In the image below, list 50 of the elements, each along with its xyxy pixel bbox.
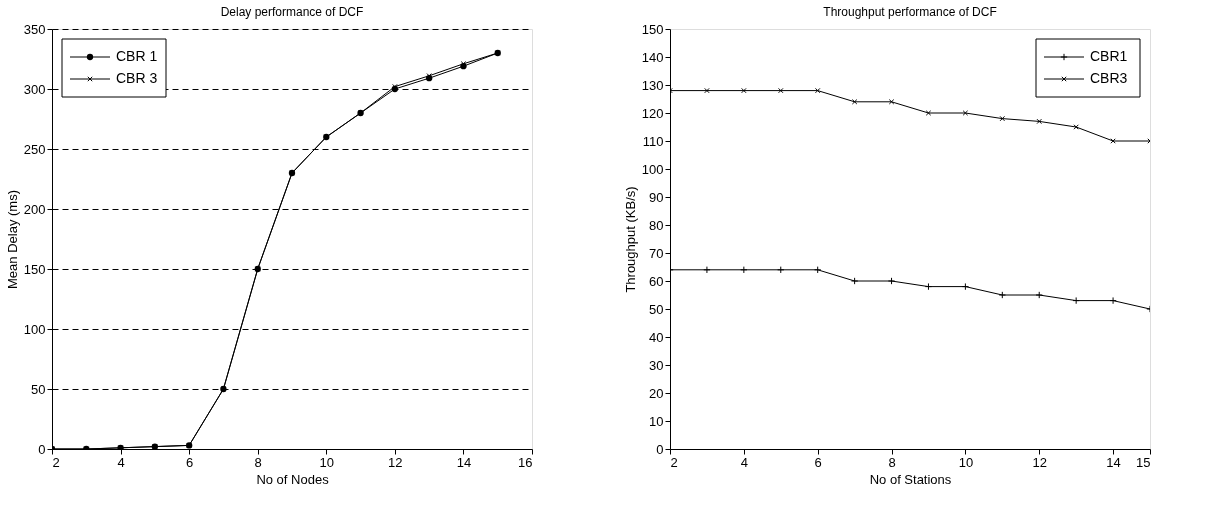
- x-tick-label: 4: [740, 454, 748, 470]
- x-tick-label: 14: [1106, 454, 1121, 470]
- y-axis-title: Mean Delay (ms): [4, 190, 20, 289]
- chart-title: Delay performance of DCF: [220, 5, 364, 19]
- y-tick-label: 140: [641, 49, 664, 65]
- y-tick-label: 110: [642, 133, 664, 149]
- legend-label: CBR 3: [116, 70, 158, 86]
- y-tick-label: 250: [23, 141, 46, 157]
- y-tick-label: 300: [23, 81, 46, 97]
- y-tick-label: 60: [649, 273, 664, 289]
- y-tick-label: 0: [38, 441, 46, 457]
- y-tick-label: 50: [649, 301, 664, 317]
- legend-label: CBR1: [1090, 48, 1128, 64]
- y-tick-label: 10: [649, 413, 664, 429]
- y-tick-label: 150: [641, 21, 664, 37]
- x-tick-label: 4: [117, 454, 125, 470]
- x-axis-title: No of Stations: [869, 471, 952, 487]
- x-tick-label: 6: [186, 454, 194, 470]
- x-tick-label: 6: [814, 454, 822, 470]
- y-tick-label: 40: [649, 329, 664, 345]
- x-tick-label: 8: [888, 454, 896, 470]
- y-tick-label: 70: [649, 245, 664, 261]
- x-tick-label: 16: [518, 454, 533, 470]
- x-tick-label: 12: [388, 454, 403, 470]
- y-tick-label: 100: [641, 161, 664, 177]
- x-axis-title: No of Nodes: [256, 471, 330, 487]
- y-tick-label: 350: [23, 21, 46, 37]
- x-tick-label: 14: [456, 454, 472, 470]
- y-tick-label: 90: [649, 189, 664, 205]
- y-tick-label: 130: [641, 77, 664, 93]
- y-tick-label: 30: [649, 357, 664, 373]
- y-tick-label: 200: [23, 201, 46, 217]
- x-tick-label: 8: [254, 454, 262, 470]
- x-tick-label: 15: [1136, 454, 1151, 470]
- y-tick-label: 150: [23, 261, 46, 277]
- y-tick-label: 50: [31, 381, 46, 397]
- y-tick-label: 80: [649, 217, 664, 233]
- y-tick-label: 0: [656, 441, 664, 457]
- legend-label: CBR 1: [116, 48, 158, 64]
- chart-title: Throughput performance of DCF: [823, 5, 997, 19]
- y-tick-label: 20: [649, 385, 664, 401]
- x-tick-label: 10: [319, 454, 335, 470]
- x-tick-label: 10: [958, 454, 974, 470]
- y-axis-title: Throughput (KB/s): [622, 186, 638, 293]
- legend-label: CBR3: [1090, 70, 1128, 86]
- x-tick-label: 12: [1032, 454, 1047, 470]
- y-tick-label: 100: [23, 321, 46, 337]
- x-tick-label: 2: [52, 454, 60, 470]
- x-tick-label: 2: [670, 454, 678, 470]
- y-tick-label: 120: [641, 105, 664, 121]
